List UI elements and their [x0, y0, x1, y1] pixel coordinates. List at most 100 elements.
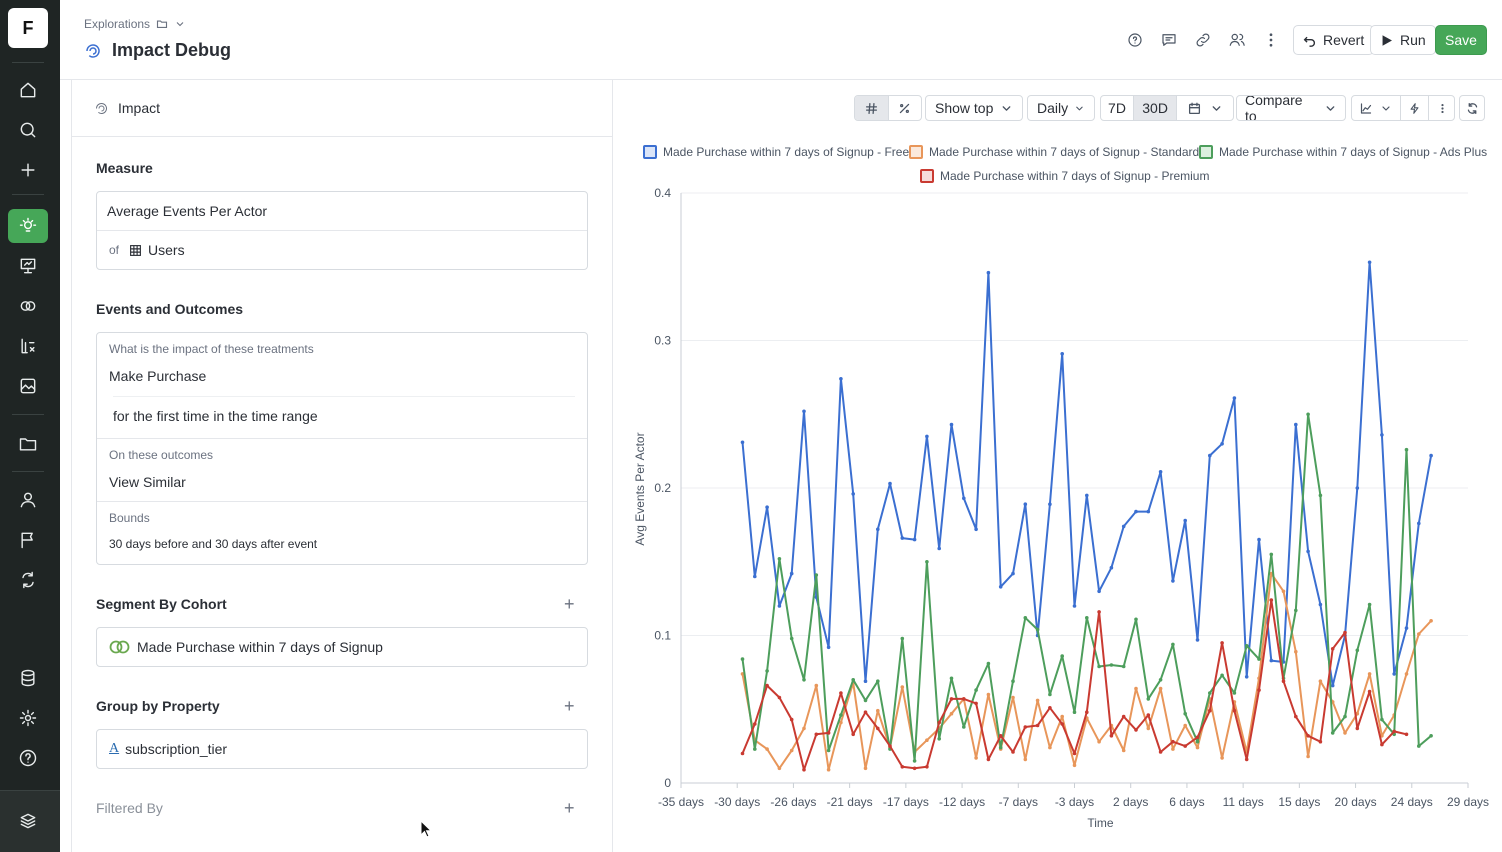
data-point: [1343, 731, 1347, 735]
group-property[interactable]: subscription_tier: [125, 741, 228, 757]
number-mode-button[interactable]: [855, 96, 888, 120]
breadcrumb[interactable]: Explorations: [84, 17, 186, 31]
data-point: [900, 636, 905, 641]
custom-date-button[interactable]: [1176, 96, 1233, 120]
stack-icon[interactable]: [8, 804, 48, 838]
x-tick-label: 29 days: [1447, 795, 1489, 809]
comment-icon[interactable]: [1158, 28, 1180, 52]
image-icon[interactable]: [8, 369, 48, 403]
user-icon[interactable]: [8, 483, 48, 517]
page-title[interactable]: Impact Debug: [112, 40, 232, 60]
share-users-icon[interactable]: [1226, 28, 1248, 52]
link-icon[interactable]: [1192, 28, 1214, 52]
legend-item-standard[interactable]: Made Purchase within 7 days of Signup - …: [909, 145, 1199, 159]
segment-card[interactable]: Made Purchase within 7 days of Signup: [96, 627, 588, 667]
help-icon[interactable]: [8, 741, 48, 775]
data-point: [949, 676, 954, 681]
chart-type-button[interactable]: [1352, 96, 1400, 120]
segment-cohort[interactable]: Made Purchase within 7 days of Signup: [137, 639, 383, 655]
flag-icon[interactable]: [8, 523, 48, 557]
granularity-select[interactable]: Daily: [1028, 96, 1094, 120]
date-range-selector: 7D 30D: [1100, 95, 1234, 121]
data-point: [900, 536, 905, 540]
measure-entity-row[interactable]: of Users: [97, 231, 587, 269]
data-point: [814, 732, 819, 737]
data-point: [826, 767, 831, 772]
show-top-select[interactable]: Show top: [926, 96, 1022, 120]
save-button[interactable]: Save: [1435, 25, 1487, 55]
formula-icon[interactable]: [8, 329, 48, 363]
chart-more-button[interactable]: [1428, 96, 1454, 120]
granularity-dropdown[interactable]: Daily: [1027, 95, 1095, 121]
data-point: [1244, 644, 1249, 648]
revert-button[interactable]: Revert: [1293, 25, 1375, 55]
chevron-down-icon[interactable]: [174, 18, 186, 30]
show-top-dropdown[interactable]: Show top: [925, 95, 1023, 121]
legend-item-premium[interactable]: Made Purchase within 7 days of Signup - …: [920, 169, 1209, 183]
group-card[interactable]: A subscription_tier: [96, 729, 588, 769]
lightbulb-icon[interactable]: [8, 209, 48, 243]
plus-icon[interactable]: [8, 153, 48, 187]
play-icon: [1382, 34, 1392, 46]
range-30d-button[interactable]: 30D: [1133, 96, 1177, 120]
experiment-icon[interactable]: [8, 563, 48, 597]
data-point: [1183, 518, 1187, 523]
panel-resize-handle[interactable]: [60, 80, 72, 852]
home-icon[interactable]: [8, 73, 48, 107]
folder-icon[interactable]: [156, 18, 168, 30]
add-group-button[interactable]: +: [564, 696, 575, 716]
workspace-logo[interactable]: F: [8, 8, 48, 48]
refresh-button[interactable]: [1459, 95, 1485, 121]
legend-item-ads-plus[interactable]: Made Purchase within 7 days of Signup - …: [1199, 145, 1487, 159]
y-tick-label: 0.2: [654, 481, 671, 495]
data-point: [1355, 726, 1360, 731]
cohorts-icon[interactable]: [8, 289, 48, 323]
data-point: [1380, 433, 1384, 437]
data-point: [986, 270, 991, 275]
percent-mode-button[interactable]: [887, 96, 921, 120]
add-segment-button[interactable]: +: [564, 594, 575, 614]
measure-metric[interactable]: Average Events Per Actor: [107, 203, 268, 219]
data-point: [1208, 708, 1212, 713]
data-point: [1060, 352, 1064, 356]
measure-entity[interactable]: Users: [148, 242, 185, 258]
data-point: [1121, 524, 1126, 529]
analysis-type-label[interactable]: Impact: [118, 100, 161, 116]
treatment-filter-row[interactable]: for the first time in the time range: [113, 396, 575, 426]
data-point: [1380, 742, 1384, 747]
treatment-filter[interactable]: for the first time in the time range: [113, 408, 318, 424]
data-point: [1244, 757, 1249, 762]
run-button[interactable]: Run: [1370, 25, 1436, 55]
breadcrumb-label[interactable]: Explorations: [84, 17, 151, 31]
add-filter-button[interactable]: +: [564, 798, 575, 818]
data-point: [826, 748, 831, 753]
help-icon[interactable]: [1124, 28, 1146, 52]
range-7d-button[interactable]: 7D: [1101, 96, 1133, 120]
treatment-event[interactable]: Make Purchase: [109, 368, 207, 384]
more-vertical-icon[interactable]: [1260, 28, 1282, 52]
compare-select[interactable]: Compare to: [1237, 96, 1345, 120]
data-point: [851, 492, 855, 496]
bounds-value[interactable]: 30 days before and 30 days after event: [109, 537, 318, 551]
data-point: [1220, 442, 1224, 446]
measure-metric-row[interactable]: Average Events Per Actor: [97, 192, 587, 231]
data-point: [962, 697, 966, 701]
legend-label: Made Purchase within 7 days of Signup - …: [940, 169, 1210, 183]
data-point: [1294, 608, 1298, 613]
data-point: [1097, 739, 1101, 744]
insights-button[interactable]: [1400, 96, 1428, 120]
data-point: [777, 557, 782, 561]
bounds-row[interactable]: Bounds 30 days before and 30 days after …: [97, 502, 587, 564]
legend-item-free[interactable]: Made Purchase within 7 days of Signup - …: [643, 145, 909, 159]
folder-icon[interactable]: [8, 427, 48, 461]
data-point: [1085, 616, 1089, 620]
gear-icon[interactable]: [8, 701, 48, 735]
database-icon[interactable]: [8, 661, 48, 695]
compare-dropdown[interactable]: Compare to: [1236, 95, 1346, 121]
data-point: [1232, 708, 1237, 713]
search-icon[interactable]: [8, 113, 48, 147]
outcome-event[interactable]: View Similar: [109, 474, 186, 490]
data-point: [1220, 641, 1224, 645]
line-chart[interactable]: 0 0.1 0.2 0.3 0.4 -35 days -30 days -26 days -21…: [613, 80, 1502, 852]
presentation-icon[interactable]: [8, 249, 48, 283]
